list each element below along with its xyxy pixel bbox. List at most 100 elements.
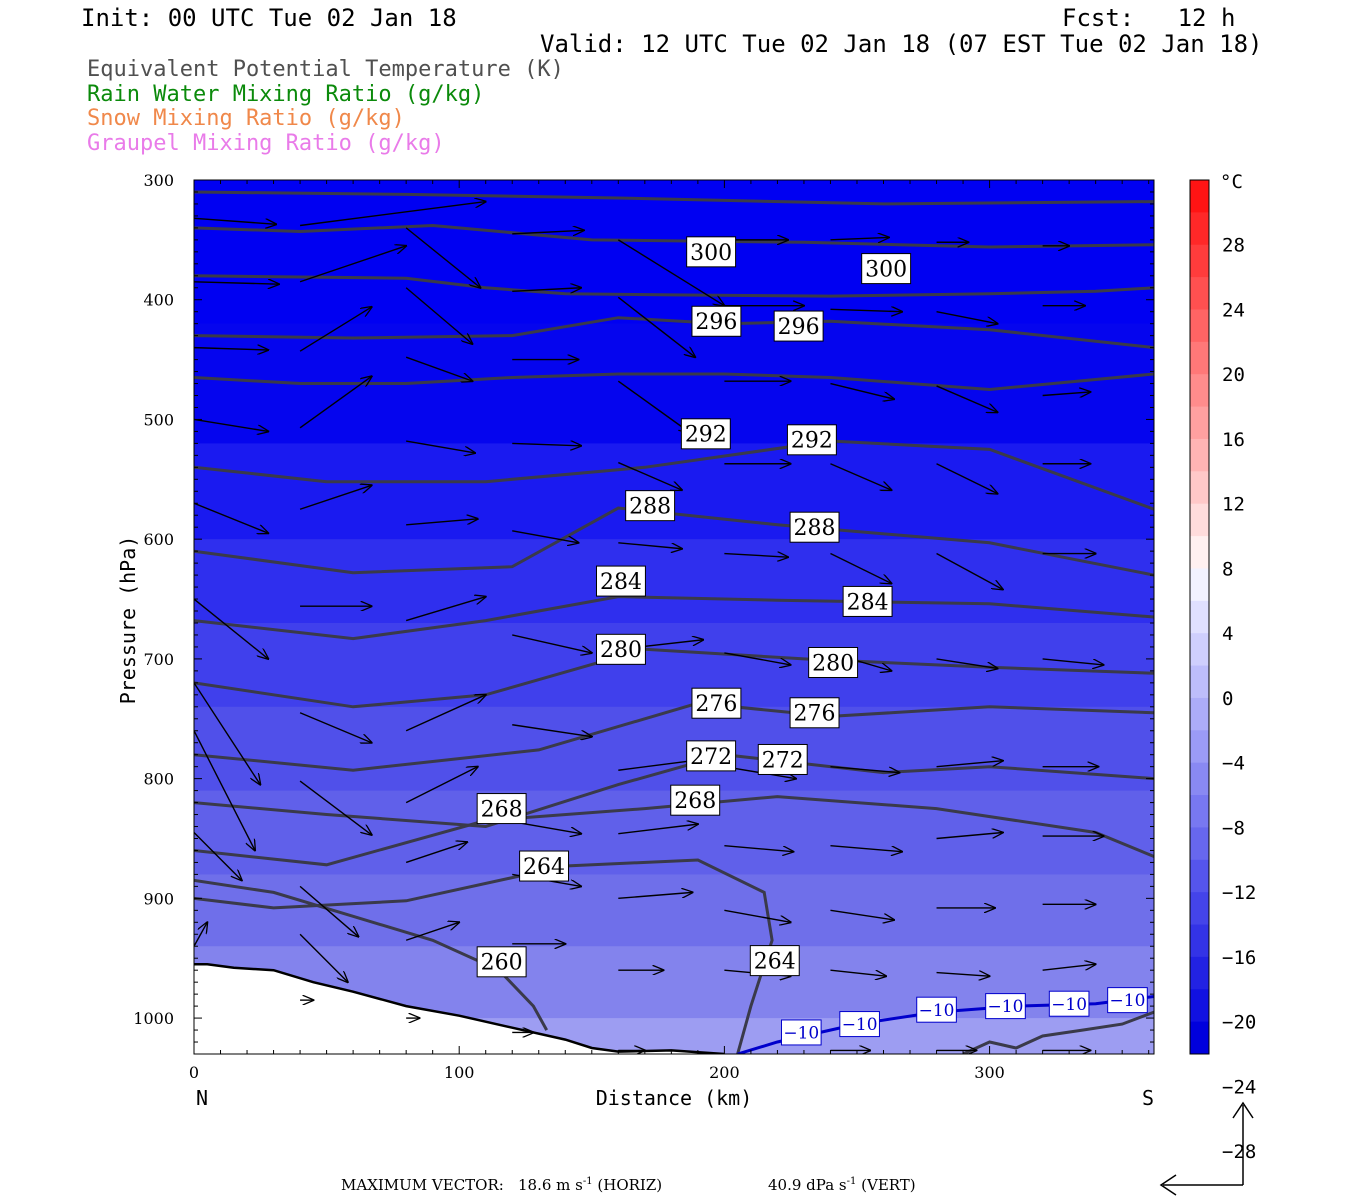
colorbar-swatch (1190, 795, 1209, 828)
wind-vector (724, 554, 788, 558)
colorbar-swatch (1190, 730, 1209, 764)
theta-e-label: 264 (754, 950, 796, 975)
wind-vector (830, 552, 891, 584)
wind-vector (618, 542, 682, 549)
colorbar-swatch (1190, 600, 1209, 634)
theta-e-label: 300 (690, 241, 732, 266)
colorbar-label: −28 (1222, 1141, 1256, 1163)
theta-e-label: 276 (695, 692, 737, 717)
wind-vector (618, 461, 682, 491)
colorbar-label: 12 (1222, 494, 1245, 516)
wind-vector (406, 519, 478, 526)
wind-vector (1042, 964, 1096, 971)
theta-e-300-line (194, 190, 1154, 206)
valid-time: Valid: 12 UTC Tue 02 Jan 18 (07 EST Tue … (540, 30, 1263, 58)
wind-vector (830, 844, 902, 852)
wind-vector (194, 682, 260, 785)
theta-e-label-box (773, 310, 824, 342)
wind-vector (194, 418, 268, 431)
colorbar-label: −8 (1222, 817, 1245, 839)
wind-vector (617, 296, 695, 357)
colorbar-label: 8 (1222, 558, 1233, 580)
theta-e-label-box (680, 418, 731, 450)
colorbar: 28 24 20 16 12 8 4 0 −4 −8 −12 −16 −20 −24 −28 °C (1189, 171, 1256, 1163)
colorbar-swatch (1190, 924, 1209, 958)
wind-vector (724, 909, 790, 922)
colorbar-swatch (1190, 633, 1209, 667)
colorbar-swatch (1190, 309, 1209, 343)
theta-e-label-box (691, 687, 742, 719)
theta-e-label: 268 (481, 797, 523, 822)
temp-label: −10 (919, 1001, 955, 1021)
theta-e-296-line (194, 316, 1154, 350)
colorbar-swatch (1190, 471, 1209, 505)
temp-label: −10 (842, 1015, 878, 1035)
wind-vector (299, 485, 372, 510)
wind-vector (618, 824, 698, 835)
wind-vector (512, 443, 581, 445)
theta-e-label: 272 (762, 748, 804, 773)
wind-vector (830, 237, 888, 239)
wind-vector (936, 552, 1003, 590)
wind-vector (936, 658, 998, 669)
colorbar-swatch (1190, 341, 1209, 375)
wind-vector (299, 933, 348, 982)
theta-e-label-box (476, 946, 527, 978)
colorbar-label: −24 (1222, 1076, 1256, 1098)
theta-e-label-box (625, 490, 676, 522)
wind-vector (830, 463, 891, 490)
theta-e-label-box (476, 793, 527, 825)
south-label: S (1142, 1086, 1154, 1110)
colorbar-swatch (1190, 989, 1209, 1023)
colorbar-swatch (1190, 180, 1209, 213)
y-tick-label: 900 (143, 889, 174, 908)
colorbar-swatch (1190, 536, 1209, 569)
x-tick-label: 200 (709, 1063, 740, 1082)
x-axis-label: Distance (km) (596, 1086, 753, 1110)
y-tick-label: 500 (143, 410, 174, 429)
y-tick-label: 800 (143, 770, 174, 789)
colorbar-label: 28 (1222, 235, 1245, 257)
theta-e-292-line (194, 439, 1154, 511)
temp-label-box (1107, 987, 1148, 1014)
theta-e-label-box (596, 633, 646, 665)
wind-vector (936, 311, 998, 324)
colorbar-swatch (1190, 956, 1209, 990)
wind-vector (936, 973, 990, 977)
colorbar-label: −20 (1222, 1012, 1256, 1034)
wind-vector (724, 844, 793, 852)
wind-vector (830, 309, 902, 311)
theta-e-label-box (596, 565, 646, 597)
wind-vector (405, 227, 480, 288)
colorbar-label: −16 (1222, 947, 1256, 969)
colorbar-swatch (1190, 665, 1209, 699)
temperature-shading (194, 180, 1154, 1054)
wind-vector (405, 695, 486, 732)
temp-label-box (780, 1019, 822, 1046)
wind-vector (194, 598, 268, 659)
theta-e-label: 264 (523, 855, 565, 880)
wind-vector (830, 382, 894, 400)
theta-e-label: 284 (847, 590, 889, 615)
max-vector-horiz: 18.6 m s-1 (HORIZ) (518, 1176, 663, 1194)
wind-vector (830, 909, 894, 920)
colorbar-label: −12 (1222, 882, 1256, 904)
theta-e-label: 300 (865, 258, 907, 283)
wind-vector (405, 287, 472, 344)
wind-vector (299, 780, 372, 835)
wind-vector (512, 530, 578, 543)
wind-vector (299, 376, 372, 429)
theta-e-label-box (686, 236, 737, 268)
colorbar-label: 20 (1222, 364, 1245, 386)
colorbar-frame (1189, 179, 1210, 1055)
wind-vector (512, 230, 584, 234)
wind-vector (830, 765, 899, 773)
theta-e-label-box (670, 784, 721, 816)
wind-vector (618, 892, 692, 900)
wind-vector (405, 842, 467, 864)
colorbar-swatch (1190, 374, 1209, 408)
x-tick-label: 0 (189, 1063, 199, 1082)
colorbar-label: 24 (1222, 299, 1245, 321)
theta-e-label: 296 (695, 310, 737, 335)
